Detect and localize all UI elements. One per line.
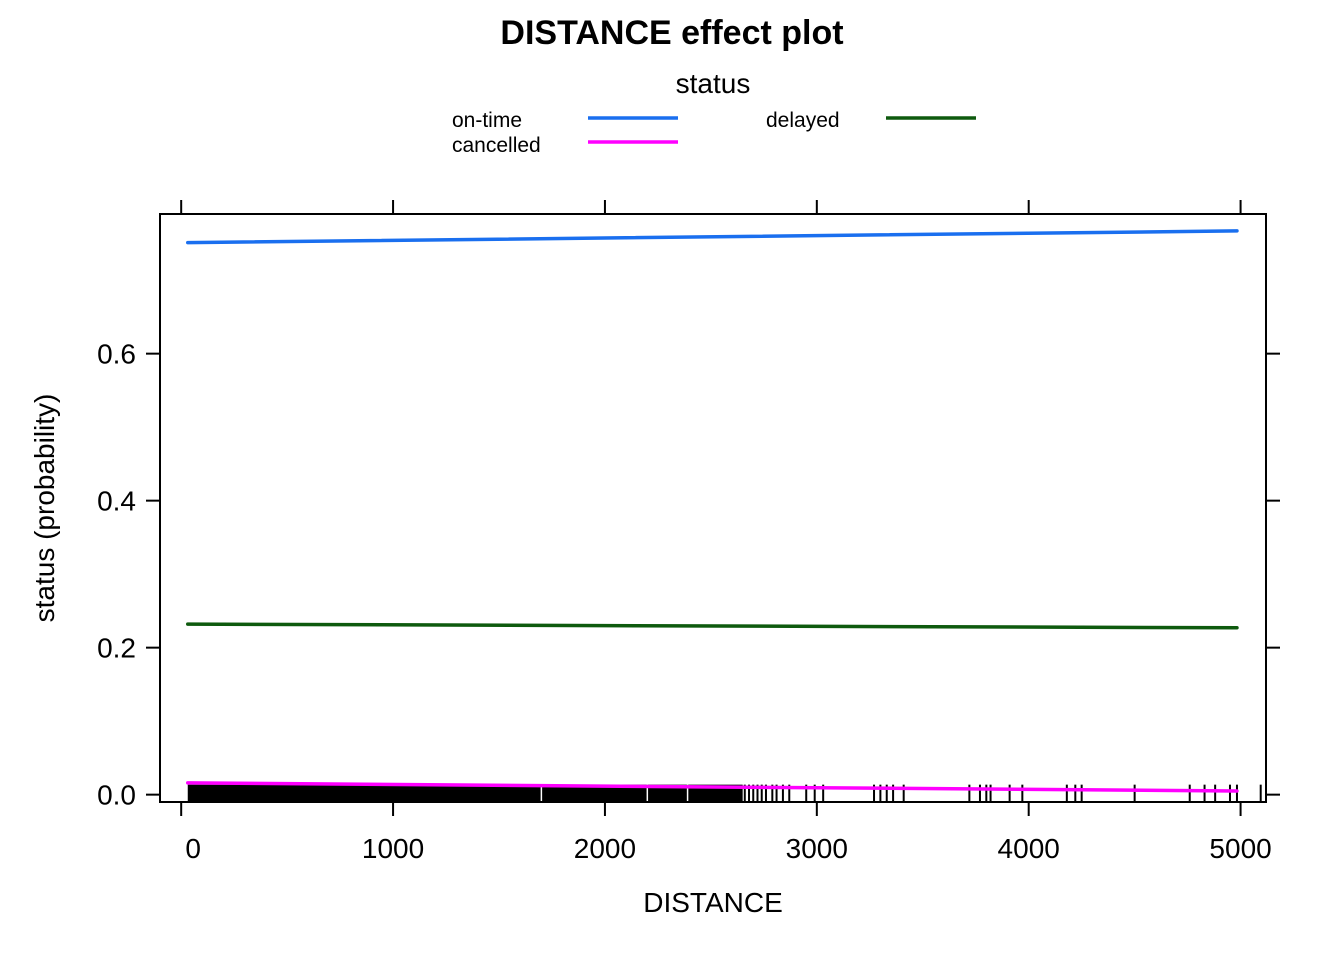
chart-title: DISTANCE effect plot (500, 14, 843, 52)
x-tick-label: 1000 (362, 833, 424, 864)
series-line-delayed (186, 622, 1239, 630)
rug-dense-block (187, 784, 743, 801)
legend-label-on-time: on-time (452, 109, 522, 132)
legend-label-delayed: delayed (766, 109, 840, 132)
series-layer (186, 229, 1239, 793)
y-axis-label: status (probability) (29, 394, 60, 623)
x-tick-label: 2000 (574, 833, 636, 864)
x-axis: 0 1000 2000 3000 4000 5000 (180, 200, 1272, 864)
plot-area: 0 1000 2000 3000 4000 5000 0.0 0.2 0.4 0.6 (97, 200, 1280, 864)
x-tick-label: 0 (185, 833, 201, 864)
series-line-on-time (186, 229, 1239, 245)
series-line-cancelled (186, 781, 1239, 793)
y-tick-label: 0.6 (97, 339, 136, 370)
plot-frame (159, 213, 1267, 803)
x-axis-label: DISTANCE (643, 887, 783, 918)
x-tick-label: 5000 (1209, 833, 1271, 864)
legend-title: status (676, 68, 751, 99)
legend-label-cancelled: cancelled (452, 134, 541, 157)
x-tick-label: 4000 (998, 833, 1060, 864)
y-tick-label: 0.2 (97, 633, 136, 664)
y-tick-label: 0.0 (97, 780, 136, 811)
y-axis: 0.0 0.2 0.4 0.6 (97, 339, 1280, 811)
y-tick-label: 0.4 (97, 486, 136, 517)
x-tick-label: 3000 (786, 833, 848, 864)
legend-entries: on-time delayed cancelled (452, 109, 976, 157)
legend: status on-time delayed cancelled (452, 68, 976, 157)
